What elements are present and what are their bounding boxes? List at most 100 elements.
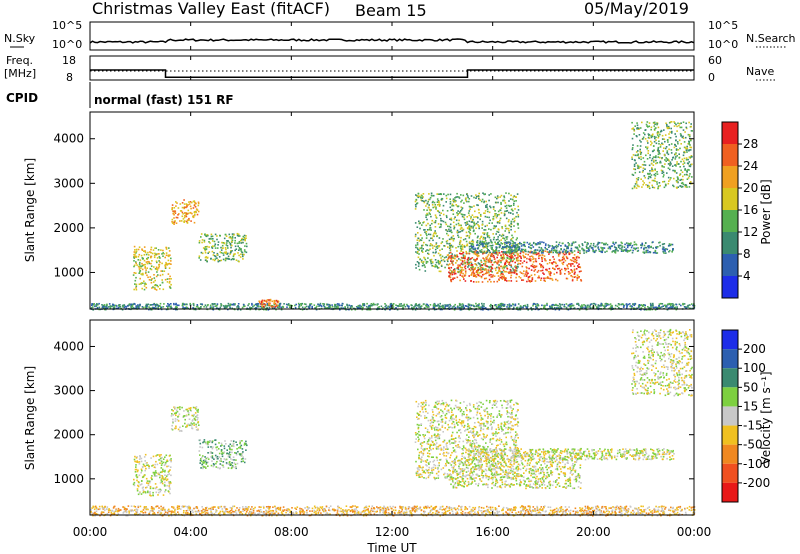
power-colorbar-cell [722,210,738,232]
power-feature-1 [132,245,172,291]
velocity-cell [159,511,162,514]
power-cell [294,304,296,307]
power-cell [663,138,666,140]
power-cell [522,305,525,307]
power-cell [586,250,588,252]
power-cell [506,280,508,282]
power-cell [112,303,114,306]
power-cell [665,306,667,308]
power-cell [510,259,512,261]
power-cell [445,197,448,200]
power-cell [416,247,419,249]
power-cell [468,245,471,248]
power-cell [655,162,657,165]
power-cell [399,305,402,307]
power-cell [496,230,498,233]
power-cell [473,272,475,275]
power-cell [489,205,491,208]
power-cell [414,309,417,311]
power-cell [508,263,510,266]
power-cell [463,244,465,247]
power-cell [183,203,186,205]
power-cell [681,171,684,173]
power-cell [430,229,432,231]
power-cell [486,216,488,218]
power-cell [605,305,607,307]
power-cell [286,306,288,308]
power-cell [458,258,460,260]
power-cell [430,258,433,261]
power-cell [457,270,459,273]
power-cell [651,304,653,306]
power-cell [497,242,499,244]
power-cell [426,261,429,263]
power-cell [273,302,275,304]
power-cell [657,126,660,129]
power-cell [499,306,502,308]
power-cell [459,265,461,268]
power-cell [558,250,561,253]
power-cell [224,259,227,262]
power-cell [661,142,663,145]
power-cell [493,250,495,253]
power-cell [438,245,440,248]
power-cell [423,241,425,244]
power-cell [497,306,500,308]
power-cell [106,305,108,307]
power-cell [553,247,555,249]
power-cell [553,249,555,252]
power-cell [687,304,690,307]
power-cell [436,305,439,307]
power-cell [466,234,469,237]
power-cell [631,148,634,151]
power-cell [455,204,457,206]
power-cell [674,158,677,160]
power-cell [249,306,251,309]
power-cell [318,305,320,307]
power-cell [687,168,689,171]
power-cell [460,266,462,269]
power-cell [504,213,506,216]
power-cell [567,242,569,244]
power-cell [420,261,423,263]
power-cell [170,303,172,305]
power-cell [182,218,185,220]
power-cell [515,196,517,198]
power-cell [523,270,525,272]
power-cell [473,258,475,261]
power-cell [642,251,645,254]
power-cell [425,237,428,239]
power-cell [502,304,504,306]
power-cell [168,267,171,269]
power-cell [654,175,657,177]
power-cell [211,247,214,249]
power-cell [497,254,499,256]
power-cell [487,269,490,271]
power-cell [431,264,433,267]
velocity-cell [176,508,179,510]
power-cell [486,233,488,236]
power-cell [571,271,573,273]
power-cell [497,196,499,199]
power-cell [224,247,227,249]
power-cell [598,250,601,252]
power-cell [427,222,429,225]
power-cell [593,302,596,305]
power-cell [149,307,151,310]
power-cell [532,256,534,258]
velocity-cell [537,509,539,511]
power-colorbar-tick-label: 16 [743,203,758,217]
power-cell [369,305,371,308]
power-cell [440,264,443,267]
power-cell [494,267,497,270]
power-cell [447,225,449,228]
power-cell [502,273,504,276]
power-cell [241,306,244,309]
power-cell [415,198,417,201]
power-cell [635,177,638,180]
power-cell [461,199,463,202]
power-cell [534,249,537,251]
power-cell [552,251,554,254]
power-cell [208,251,211,253]
power-cell [577,302,579,305]
